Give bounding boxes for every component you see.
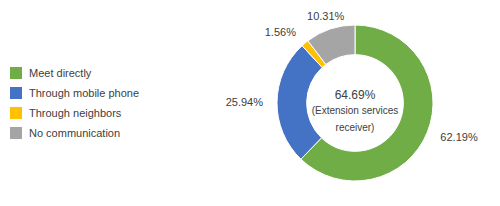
data-label: 10.31% xyxy=(307,10,345,22)
center-text: 64.69% (Extension services receiver) xyxy=(312,88,399,133)
legend-label: Meet directly xyxy=(29,67,92,79)
legend-swatch xyxy=(10,67,22,79)
legend-label: Through mobile phone xyxy=(29,87,139,99)
slice xyxy=(277,46,322,160)
data-label: 25.94% xyxy=(226,96,264,108)
chart: 62.19% 25.94% 1.56% 10.31% 64.69% (Extension … xyxy=(0,0,500,206)
slice xyxy=(301,25,433,181)
slices xyxy=(277,25,433,181)
annotation: 64.69% xyxy=(335,88,376,102)
slice xyxy=(308,25,355,64)
legend-swatch xyxy=(10,87,22,99)
data-label: 62.19% xyxy=(440,131,478,143)
legend: Meet directly Through mobile phone Through… xyxy=(10,67,139,139)
data-label: 1.56% xyxy=(265,26,296,38)
legend-swatch xyxy=(10,107,22,119)
annotation: receiver) xyxy=(336,122,375,133)
legend-label: Through neighbors xyxy=(29,107,122,119)
annotation: (Extension services xyxy=(312,105,399,116)
legend-swatch xyxy=(10,127,22,139)
legend-label: No communication xyxy=(29,127,120,139)
data-labels: 62.19% 25.94% 1.56% 10.31% xyxy=(226,10,478,144)
